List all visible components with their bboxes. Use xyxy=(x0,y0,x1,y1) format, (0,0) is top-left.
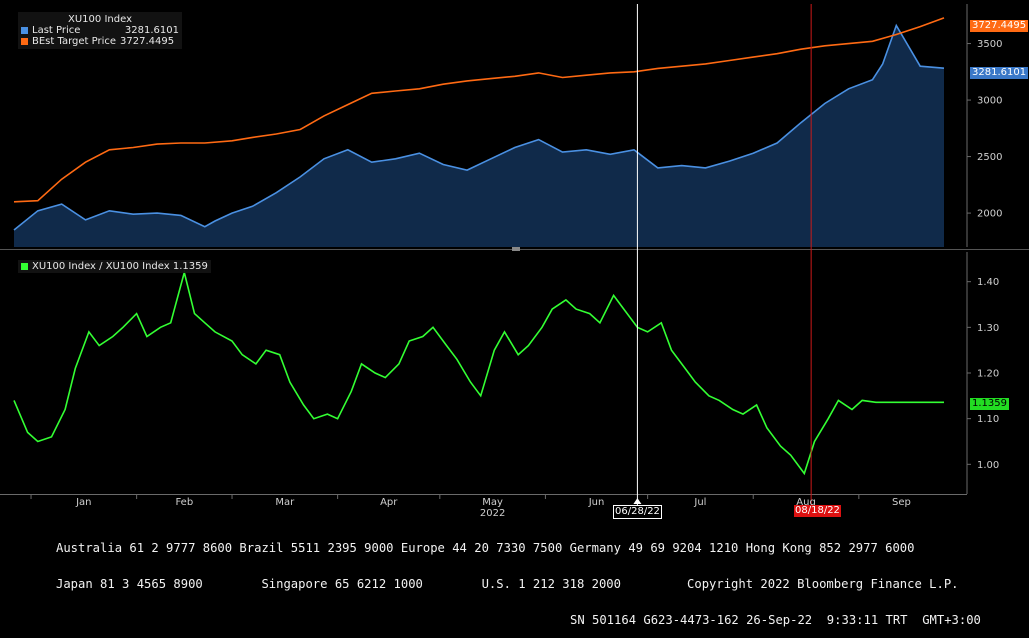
lower-y-tick-label: 1.40 xyxy=(977,277,999,288)
chart-frame: 2000 2500 3000 3500 1.00 1.10 1.20 1.30 1.40 Jan F… xyxy=(0,4,1029,519)
x-axis-month-label: Sep xyxy=(892,497,911,508)
panel-divider-handle xyxy=(512,247,520,251)
legend-label-ratio: XU100 Index / XU100 Index 1.1359 xyxy=(32,261,208,272)
footer-line-3: SN 501164 G623-4473-162 26-Sep-22 9:33:1… xyxy=(570,613,981,627)
date-marker-red-label: 08/18/22 xyxy=(794,505,841,517)
ratio-value-tag: 1.1359 xyxy=(970,398,1009,410)
legend-label-target-price: BEst Target Price xyxy=(32,36,116,47)
target-price-line xyxy=(13,17,945,203)
ratio-swatch xyxy=(21,263,28,270)
legend-value-last-price: 3281.6101 xyxy=(124,25,179,36)
lower-y-tick-label: 1.30 xyxy=(977,323,999,334)
legend-row-last-price: Last Price 3281.6101 xyxy=(21,25,179,36)
x-axis-month-label: May xyxy=(482,497,503,508)
legend-label-last-price: Last Price xyxy=(32,25,81,36)
x-axis-month-label: Jan xyxy=(75,497,91,508)
x-axis-month-label: Jul xyxy=(693,497,706,508)
lower-legend: XU100 Index / XU100 Index 1.1359 xyxy=(18,260,211,273)
chart-canvas: 2000 2500 3000 3500 1.00 1.10 1.20 1.30 1.40 Jan F… xyxy=(0,4,1029,519)
x-axis-month-label: Jun xyxy=(588,497,605,508)
x-axis-month-label: Aug xyxy=(796,497,816,508)
lower-ratio-panel xyxy=(13,269,944,476)
upper-legend-title: XU100 Index xyxy=(68,14,132,25)
last-price-swatch xyxy=(21,27,28,34)
lower-y-tick-label: 1.20 xyxy=(977,369,999,380)
legend-value-target-price: 3727.4495 xyxy=(120,36,175,47)
footer-contacts: Australia 61 2 9777 8600 Brazil 5511 239… xyxy=(0,518,1029,638)
lower-y-tick-label: 1.00 xyxy=(977,460,999,471)
upper-y-tick-label: 3000 xyxy=(977,96,1002,107)
upper-price-panel xyxy=(13,17,945,247)
upper-legend: XU100 Index Last Price 3281.6101 BEst Ta… xyxy=(18,12,182,49)
legend-row-ratio: XU100 Index / XU100 Index 1.1359 xyxy=(21,261,208,272)
upper-y-tick-label: 2500 xyxy=(977,152,1002,163)
upper-y-tick-label: 3500 xyxy=(977,39,1002,50)
x-axis-year-label: 2022 xyxy=(480,508,505,519)
legend-row-target-price: BEst Target Price 3727.4495 xyxy=(21,36,179,47)
x-axis-month-label: Feb xyxy=(175,497,193,508)
footer-line-1: Australia 61 2 9777 8600 Brazil 5511 239… xyxy=(56,541,915,555)
date-marker-white-arrow xyxy=(633,498,642,504)
upper-y-tick-label: 2000 xyxy=(977,209,1002,220)
target-value-tag: 3727.4495 xyxy=(970,20,1029,32)
last-price-area xyxy=(14,25,944,247)
last-price-line xyxy=(13,23,945,231)
x-axis-month-label: Mar xyxy=(275,497,295,508)
last-value-tag: 3281.6101 xyxy=(970,67,1029,79)
date-marker-white-label: 06/28/22 xyxy=(613,505,662,519)
x-axis-month-label: Apr xyxy=(380,497,398,508)
target-price-swatch xyxy=(21,38,28,45)
footer-line-2: Japan 81 3 4565 8900 Singapore 65 6212 1… xyxy=(56,577,959,591)
lower-y-tick-label: 1.10 xyxy=(977,414,999,425)
ratio-line xyxy=(13,269,944,476)
